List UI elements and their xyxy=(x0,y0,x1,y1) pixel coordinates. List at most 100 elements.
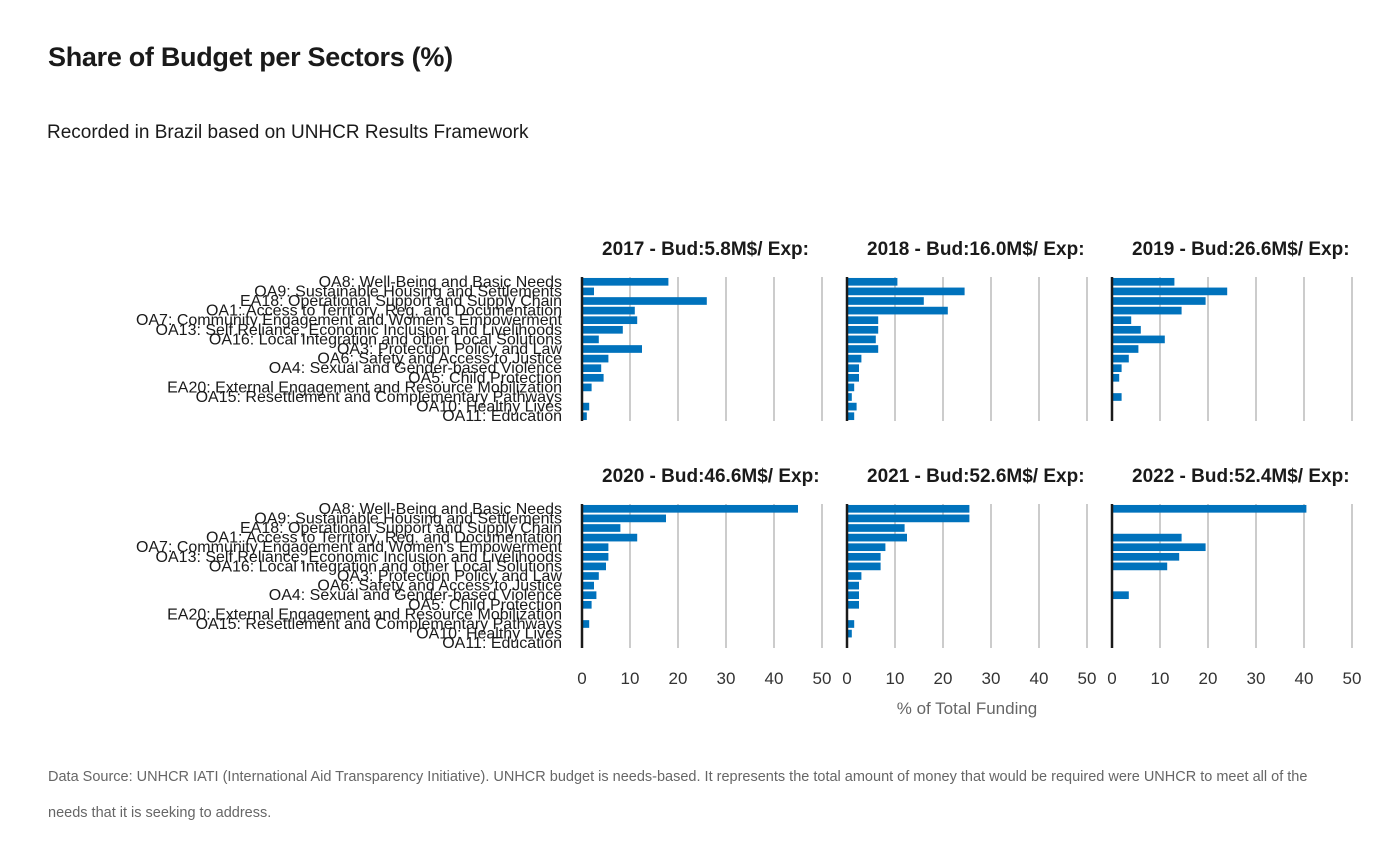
bar xyxy=(582,572,599,580)
bar xyxy=(582,383,592,392)
bar xyxy=(582,524,621,532)
bar xyxy=(847,316,879,325)
category-label: OA16: Local Integration and other Local … xyxy=(209,331,562,348)
category-label: OA4: Sexual and Gender-based Violence xyxy=(269,587,562,604)
category-label: OA8: Well-Being and Basic Needs xyxy=(319,274,562,291)
panel-title: 2019 - Bud:26.6M$/ Exp: xyxy=(1132,239,1350,260)
x-tick-label: 40 xyxy=(1030,669,1049,688)
bar xyxy=(582,325,623,334)
category-label: EA20: External Engagement and Resource M… xyxy=(167,379,562,396)
bar xyxy=(847,629,852,638)
x-axis-title: % of Total Funding xyxy=(897,699,1038,718)
x-tick-label: 50 xyxy=(1343,669,1362,688)
bar xyxy=(847,277,898,286)
bar xyxy=(847,620,855,628)
bar xyxy=(847,524,905,532)
category-label: OA6: Safety and Access to Justice xyxy=(317,351,562,368)
bar xyxy=(582,562,606,571)
bar xyxy=(847,402,857,411)
bar xyxy=(1112,345,1139,353)
bar xyxy=(1112,591,1129,600)
bar xyxy=(1112,562,1168,571)
x-tick-label: 20 xyxy=(934,669,953,688)
category-label: OA1: Access to Territory, Reg. and Docum… xyxy=(206,530,562,547)
chart-subtitle: Recorded in Brazil based on UNHCR Result… xyxy=(47,122,529,143)
bar xyxy=(582,316,638,325)
bar xyxy=(847,287,965,296)
bar xyxy=(582,504,798,513)
bar xyxy=(1112,354,1129,363)
bar xyxy=(582,552,609,561)
bar xyxy=(1112,552,1180,561)
bar xyxy=(847,504,970,513)
x-tick-label: 30 xyxy=(717,669,736,688)
category-label: OA16: Local Integration and other Local … xyxy=(209,558,562,575)
bar xyxy=(1112,287,1228,296)
category-label: EA18: Operational Support and Supply Cha… xyxy=(240,293,562,310)
bar xyxy=(847,600,859,609)
category-label: OA13: Self Reliance, Economic Inclusion … xyxy=(156,322,562,339)
category-label: OA3: Protection Policy and Law xyxy=(337,341,562,358)
category-label: EA18: Operational Support and Supply Cha… xyxy=(240,520,562,537)
x-tick-label: 50 xyxy=(1078,669,1097,688)
bar xyxy=(847,591,859,600)
panel-title: 2018 - Bud:16.0M$/ Exp: xyxy=(867,239,1085,260)
category-label: OA4: Sexual and Gender-based Violence xyxy=(269,360,562,377)
bar xyxy=(847,354,862,363)
bar xyxy=(582,373,604,382)
bar xyxy=(582,600,592,609)
bar xyxy=(847,393,852,401)
faceted-bar-chart: 2017 - Bud:5.8M$/ Exp: OA8: Well-Being an… xyxy=(136,239,1362,718)
bar xyxy=(847,572,862,580)
bar xyxy=(582,533,638,542)
bar xyxy=(847,373,859,382)
category-label: OA5: Child Protection xyxy=(408,370,562,387)
bar xyxy=(847,345,879,353)
bar xyxy=(582,345,642,353)
bar xyxy=(582,412,587,421)
bar xyxy=(582,543,609,552)
bar xyxy=(1112,393,1122,401)
bar xyxy=(582,591,597,600)
bar xyxy=(582,581,594,590)
bar xyxy=(847,383,855,392)
category-label: OA1: Access to Territory, Reg. and Docum… xyxy=(206,303,562,320)
bar xyxy=(582,287,594,296)
panel-title: 2017 - Bud:5.8M$/ Exp: xyxy=(602,239,809,260)
x-tick-label: 30 xyxy=(1247,669,1266,688)
category-label: OA11: Education xyxy=(442,635,562,652)
bar xyxy=(847,543,886,552)
bar xyxy=(847,514,970,523)
bar xyxy=(847,533,907,542)
category-label: OA6: Safety and Access to Justice xyxy=(317,578,562,595)
bar xyxy=(847,335,876,344)
x-tick-label: 0 xyxy=(1107,669,1116,688)
bar xyxy=(582,297,707,305)
category-label: OA8: Well-Being and Basic Needs xyxy=(319,501,562,518)
category-label: OA11: Education xyxy=(442,408,562,425)
category-label: OA10: Healthy Lives xyxy=(416,626,562,643)
bar xyxy=(1112,373,1120,382)
bar xyxy=(582,306,635,315)
bar xyxy=(847,552,881,561)
category-label: OA15: Resettlement and Complementary Pat… xyxy=(196,616,562,633)
bar xyxy=(1112,277,1175,286)
bar xyxy=(1112,297,1206,305)
chart-title: Share of Budget per Sectors (%) xyxy=(48,42,453,72)
bar xyxy=(847,306,948,315)
bar xyxy=(847,325,879,334)
category-label: OA5: Child Protection xyxy=(408,597,562,614)
category-label: OA7: Community Engagement and Women's Em… xyxy=(136,312,563,329)
bar xyxy=(847,297,924,305)
panel-title: 2020 - Bud:46.6M$/ Exp: xyxy=(602,466,820,487)
bar xyxy=(582,402,590,411)
x-tick-label: 20 xyxy=(669,669,688,688)
bar xyxy=(582,364,602,373)
bar xyxy=(1112,504,1307,513)
bar xyxy=(847,364,859,373)
bar xyxy=(582,354,609,363)
x-tick-label: 40 xyxy=(1295,669,1314,688)
bar xyxy=(582,514,666,523)
bar xyxy=(1112,543,1206,552)
category-label: OA3: Protection Policy and Law xyxy=(337,568,562,585)
